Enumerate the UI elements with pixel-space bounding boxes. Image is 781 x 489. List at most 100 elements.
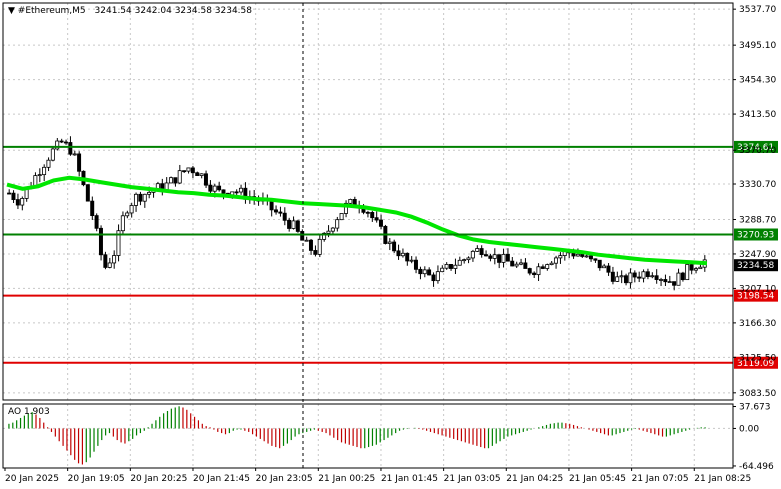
candle (190, 165, 195, 179)
candle (602, 263, 607, 269)
candle (667, 275, 672, 284)
candle (168, 176, 173, 184)
candle (15, 193, 20, 210)
candle (418, 266, 423, 280)
candle (470, 249, 475, 262)
ao-y-tick-label: -64.496 (739, 462, 774, 472)
candle (370, 210, 375, 222)
candle (396, 244, 401, 260)
candle (50, 147, 55, 162)
candle (387, 238, 392, 251)
candle (518, 258, 523, 266)
candle (238, 184, 243, 195)
main-grid (3, 3, 733, 400)
candle (339, 213, 344, 221)
candle (505, 248, 510, 262)
candle (378, 214, 383, 230)
y-tick-label: 3454.30 (739, 76, 776, 86)
candle (20, 196, 25, 211)
x-tick-label: 20 Jan 20:25 (130, 474, 187, 484)
candle (536, 263, 541, 282)
candle (72, 150, 77, 156)
candle (400, 248, 405, 258)
candle (42, 164, 47, 182)
candle (501, 248, 506, 268)
candle (7, 189, 12, 195)
level-tag (734, 228, 778, 241)
candle (77, 151, 82, 177)
symbol-label: #Ethereum,M5 (18, 6, 86, 16)
candle (392, 239, 397, 254)
candle (405, 252, 410, 266)
candle (365, 210, 370, 218)
candle (278, 206, 283, 217)
candle (549, 260, 554, 266)
candle (553, 255, 558, 269)
candle (199, 173, 204, 179)
header-arrow-icon: ▼ (8, 6, 18, 16)
candle (641, 269, 646, 283)
current-price-tag (734, 259, 778, 272)
candle (523, 258, 528, 269)
x-tick-label: 20 Jan 23:05 (256, 474, 313, 484)
candle (431, 272, 436, 287)
candle (343, 200, 348, 218)
candle (133, 192, 138, 212)
candle (457, 256, 462, 266)
y-tick-label: 3370.70 (739, 146, 776, 156)
candle (282, 207, 287, 226)
x-tick-label: 21 Jan 01:45 (381, 474, 438, 484)
candle (186, 167, 191, 174)
candle (427, 267, 432, 276)
candle (610, 266, 615, 285)
candle (138, 191, 143, 206)
y-tick-label: 3330.70 (739, 180, 776, 190)
candle (597, 259, 602, 271)
candle (217, 181, 222, 192)
candle (103, 251, 108, 270)
candle (514, 261, 519, 269)
x-tick-label: 20 Jan 21:45 (193, 474, 250, 484)
candle (483, 250, 488, 257)
candle (37, 168, 42, 183)
candle (466, 256, 471, 264)
candle (129, 202, 134, 218)
level-label: 3374.61 (737, 143, 774, 153)
level-tag (734, 140, 778, 153)
ohlc-label: 3241.54 3242.04 3234.58 3234.58 (95, 6, 253, 16)
ao-bars (8, 406, 706, 465)
candle (160, 178, 165, 196)
level-label: 3198.54 (737, 292, 774, 302)
ao-title: AO 1.903 (8, 407, 50, 417)
candle (527, 267, 532, 276)
candle (654, 269, 659, 284)
candle (444, 262, 449, 270)
price-levels: 3374.61 3270.93 3198.54 3119.09 3234.58 (3, 140, 778, 369)
x-tick-label: 21 Jan 04:25 (506, 474, 563, 484)
candle (55, 138, 60, 151)
candle (125, 210, 130, 219)
candle (287, 217, 292, 232)
candle (107, 257, 112, 269)
candle (195, 171, 200, 176)
candle (448, 264, 453, 271)
x-tick-label: 21 Jan 05:45 (569, 474, 626, 484)
candle (90, 196, 95, 220)
candle (173, 177, 178, 187)
candle (330, 226, 335, 235)
x-tick-label: 20 Jan 19:05 (68, 474, 125, 484)
candle (488, 253, 493, 262)
level-tag (734, 289, 778, 302)
axes: 20 Jan 2025 20 Jan 19:05 20 Jan 20:25 20 Ja… (2, 2, 776, 484)
candle (435, 265, 440, 284)
candle (619, 270, 624, 284)
x-tick-label: 21 Jan 08:25 (694, 474, 751, 484)
candle (663, 274, 668, 286)
candle (475, 245, 480, 252)
candles (7, 136, 707, 291)
candle (335, 216, 340, 232)
candle (46, 157, 51, 172)
candle (59, 138, 64, 144)
